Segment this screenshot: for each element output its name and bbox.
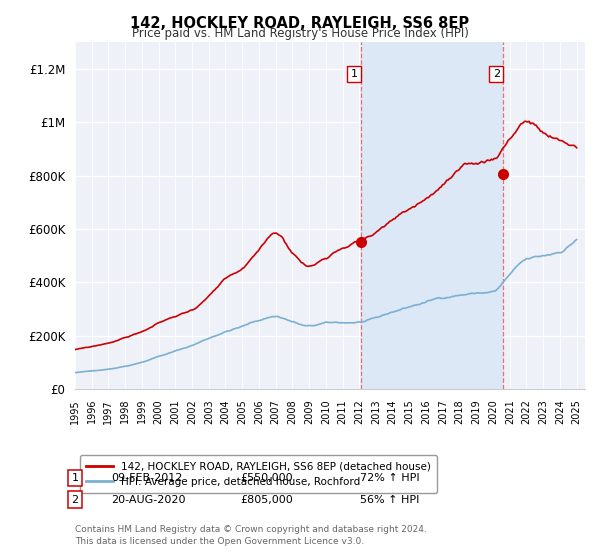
Text: 20-AUG-2020: 20-AUG-2020 <box>111 494 185 505</box>
Legend: 142, HOCKLEY ROAD, RAYLEIGH, SS6 8EP (detached house), HPI: Average price, detac: 142, HOCKLEY ROAD, RAYLEIGH, SS6 8EP (de… <box>80 455 437 493</box>
Text: 142, HOCKLEY ROAD, RAYLEIGH, SS6 8EP: 142, HOCKLEY ROAD, RAYLEIGH, SS6 8EP <box>130 16 470 31</box>
Text: Contains HM Land Registry data © Crown copyright and database right 2024.
This d: Contains HM Land Registry data © Crown c… <box>75 525 427 546</box>
Text: £550,000: £550,000 <box>240 473 293 483</box>
Text: 1: 1 <box>71 473 79 483</box>
Text: 2: 2 <box>71 494 79 505</box>
Text: Price paid vs. HM Land Registry's House Price Index (HPI): Price paid vs. HM Land Registry's House … <box>131 27 469 40</box>
Text: 56% ↑ HPI: 56% ↑ HPI <box>360 494 419 505</box>
Text: £805,000: £805,000 <box>240 494 293 505</box>
Text: 1: 1 <box>351 69 358 79</box>
Text: 72% ↑ HPI: 72% ↑ HPI <box>360 473 419 483</box>
Text: 09-FEB-2012: 09-FEB-2012 <box>111 473 182 483</box>
Text: 2: 2 <box>493 69 500 79</box>
Bar <box>361 42 503 389</box>
